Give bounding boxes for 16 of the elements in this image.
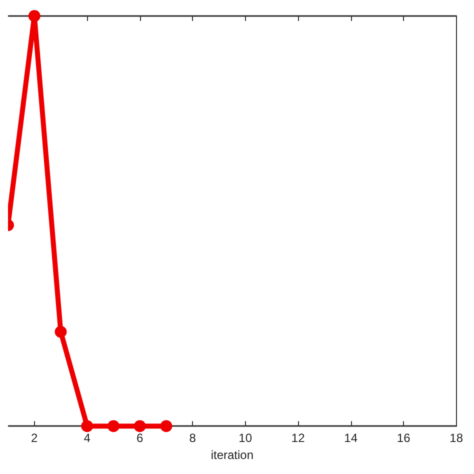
point [28,10,40,22]
x-tick-label: 6 [136,431,144,446]
x-tick-label: 14 [344,431,358,446]
point [81,420,94,432]
point [134,420,146,432]
x-axis-title: iteration [210,448,254,462]
point [54,326,67,338]
x-tick-label: 4 [84,431,91,446]
x-tick-label: 8 [189,431,196,446]
point [160,420,172,432]
point [108,420,120,432]
x-tick-label: 2 [31,431,38,446]
x-tick-label: 10 [238,431,252,446]
x-tick-label: 12 [291,431,306,446]
x-tick-label: 16 [396,431,411,446]
x-tick-label: 18 [450,431,464,446]
